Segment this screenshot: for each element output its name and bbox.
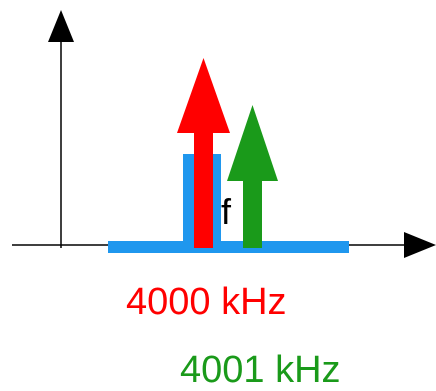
carrier-label-4001-khz: 4001 kHz [180,349,341,391]
horizontal-axis-arrowhead [404,232,436,258]
spectrum-base-band [108,241,349,253]
frequency-axis-label: f [221,191,232,232]
vertical-axis-arrowhead [48,10,74,42]
carrier-label-4000-khz: 4000 kHz [126,281,287,323]
carrier-arrow-4001-khz [227,105,278,248]
carrier-arrow-4000-khz [177,58,230,248]
